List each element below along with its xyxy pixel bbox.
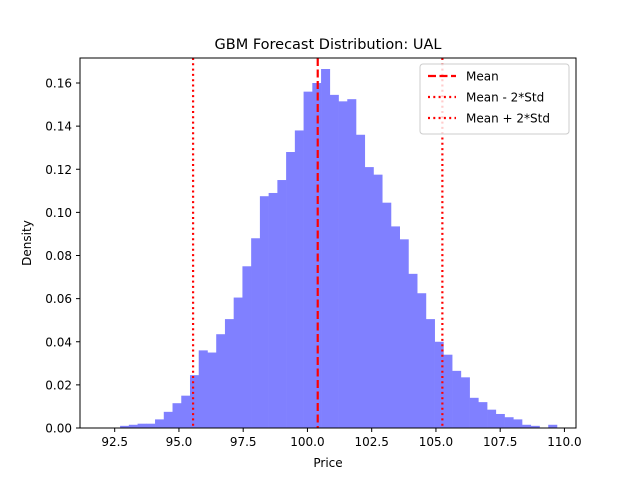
histogram-bar bbox=[233, 297, 243, 428]
histogram-bar bbox=[216, 334, 226, 428]
y-tick-label: 0.08 bbox=[45, 249, 72, 263]
histogram-bar bbox=[443, 354, 453, 428]
histogram-bar bbox=[364, 167, 374, 428]
histogram-bar bbox=[198, 350, 208, 428]
histogram-bar bbox=[382, 202, 392, 428]
histogram-bar bbox=[347, 99, 357, 429]
legend-label: Mean + 2*Std bbox=[466, 112, 550, 126]
histogram-bar bbox=[294, 130, 304, 428]
x-axis-label: Price bbox=[313, 456, 342, 470]
histogram-bar bbox=[425, 319, 435, 428]
chart-title: GBM Forecast Distribution: UAL bbox=[215, 37, 442, 53]
plot-frame bbox=[79, 57, 577, 429]
y-tick-label: 0.10 bbox=[45, 206, 72, 220]
legend: Mean Mean - 2*Std Mean + 2*Std bbox=[419, 63, 570, 135]
y-axis-label: Density bbox=[20, 220, 34, 266]
histogram-bar bbox=[513, 419, 523, 428]
histogram-bar bbox=[522, 424, 532, 428]
histogram-bar bbox=[495, 413, 505, 428]
histogram-bar bbox=[163, 411, 173, 428]
histogram-bar bbox=[469, 397, 479, 428]
histogram-bar bbox=[286, 152, 296, 428]
histogram-bar bbox=[338, 101, 348, 428]
y-tick-label: 0.16 bbox=[45, 77, 72, 91]
histogram-bar bbox=[120, 425, 130, 428]
x-tick-label: 107.5 bbox=[483, 435, 517, 449]
x-tick-label: 97.5 bbox=[230, 435, 257, 449]
x-tick-label: 100.0 bbox=[290, 435, 324, 449]
histogram-bars bbox=[120, 69, 558, 429]
histogram-bar bbox=[452, 370, 462, 428]
y-tick-label: 0.06 bbox=[45, 292, 72, 306]
y-tick-label: 0.04 bbox=[45, 335, 72, 349]
y-tick-label: 0.02 bbox=[45, 378, 72, 392]
reference-lines bbox=[191, 58, 444, 428]
histogram-bar bbox=[460, 377, 470, 428]
histogram-bar bbox=[251, 238, 261, 428]
y-tick-label: 0.00 bbox=[45, 422, 72, 436]
histogram-bar bbox=[181, 395, 191, 428]
histogram-bar bbox=[329, 94, 339, 429]
histogram-bar bbox=[399, 239, 409, 428]
histogram-bar bbox=[321, 69, 331, 428]
histogram-bar bbox=[373, 174, 383, 428]
histogram-bar bbox=[137, 423, 147, 428]
histogram-bar bbox=[242, 266, 252, 428]
histogram-bar bbox=[277, 180, 287, 428]
x-tick-label: 105.0 bbox=[419, 435, 453, 449]
x-axis-ticks: 92.5 95.0 97.5 100.0 102.5 105.0 107.5 110.0 bbox=[101, 428, 582, 449]
histogram-bar bbox=[434, 341, 444, 428]
histogram-bar bbox=[478, 402, 488, 428]
histogram-bar bbox=[172, 403, 182, 428]
histogram-bar bbox=[487, 409, 497, 428]
x-tick-label: 92.5 bbox=[101, 435, 128, 449]
histogram-bar bbox=[207, 352, 217, 428]
histogram-bar bbox=[417, 293, 427, 428]
histogram-bar bbox=[548, 424, 558, 428]
histogram-bar bbox=[155, 419, 165, 428]
histogram-bar bbox=[408, 273, 418, 428]
legend-label: Mean bbox=[466, 70, 499, 84]
histogram-bar bbox=[224, 319, 234, 428]
histogram-bar bbox=[504, 417, 514, 428]
x-tick-label: 110.0 bbox=[547, 435, 581, 449]
y-tick-label: 0.12 bbox=[45, 163, 72, 177]
histogram-bar bbox=[268, 192, 278, 428]
histogram-bar bbox=[530, 425, 540, 428]
histogram-bar bbox=[128, 424, 138, 428]
x-tick-label: 95.0 bbox=[166, 435, 193, 449]
histogram-bar bbox=[146, 423, 156, 428]
legend-box bbox=[419, 63, 570, 135]
y-tick-label: 0.14 bbox=[45, 120, 72, 134]
y-axis-ticks: 0.00 0.02 0.04 0.06 0.08 0.10 0.12 0.14 0.16 bbox=[45, 77, 80, 436]
histogram-bar bbox=[303, 91, 313, 428]
histogram-bar bbox=[390, 226, 400, 428]
histogram-bar bbox=[259, 196, 269, 428]
histogram-bar bbox=[189, 375, 200, 428]
legend-label: Mean - 2*Std bbox=[466, 91, 544, 105]
x-tick-label: 102.5 bbox=[355, 435, 389, 449]
histogram-bar bbox=[356, 134, 366, 428]
